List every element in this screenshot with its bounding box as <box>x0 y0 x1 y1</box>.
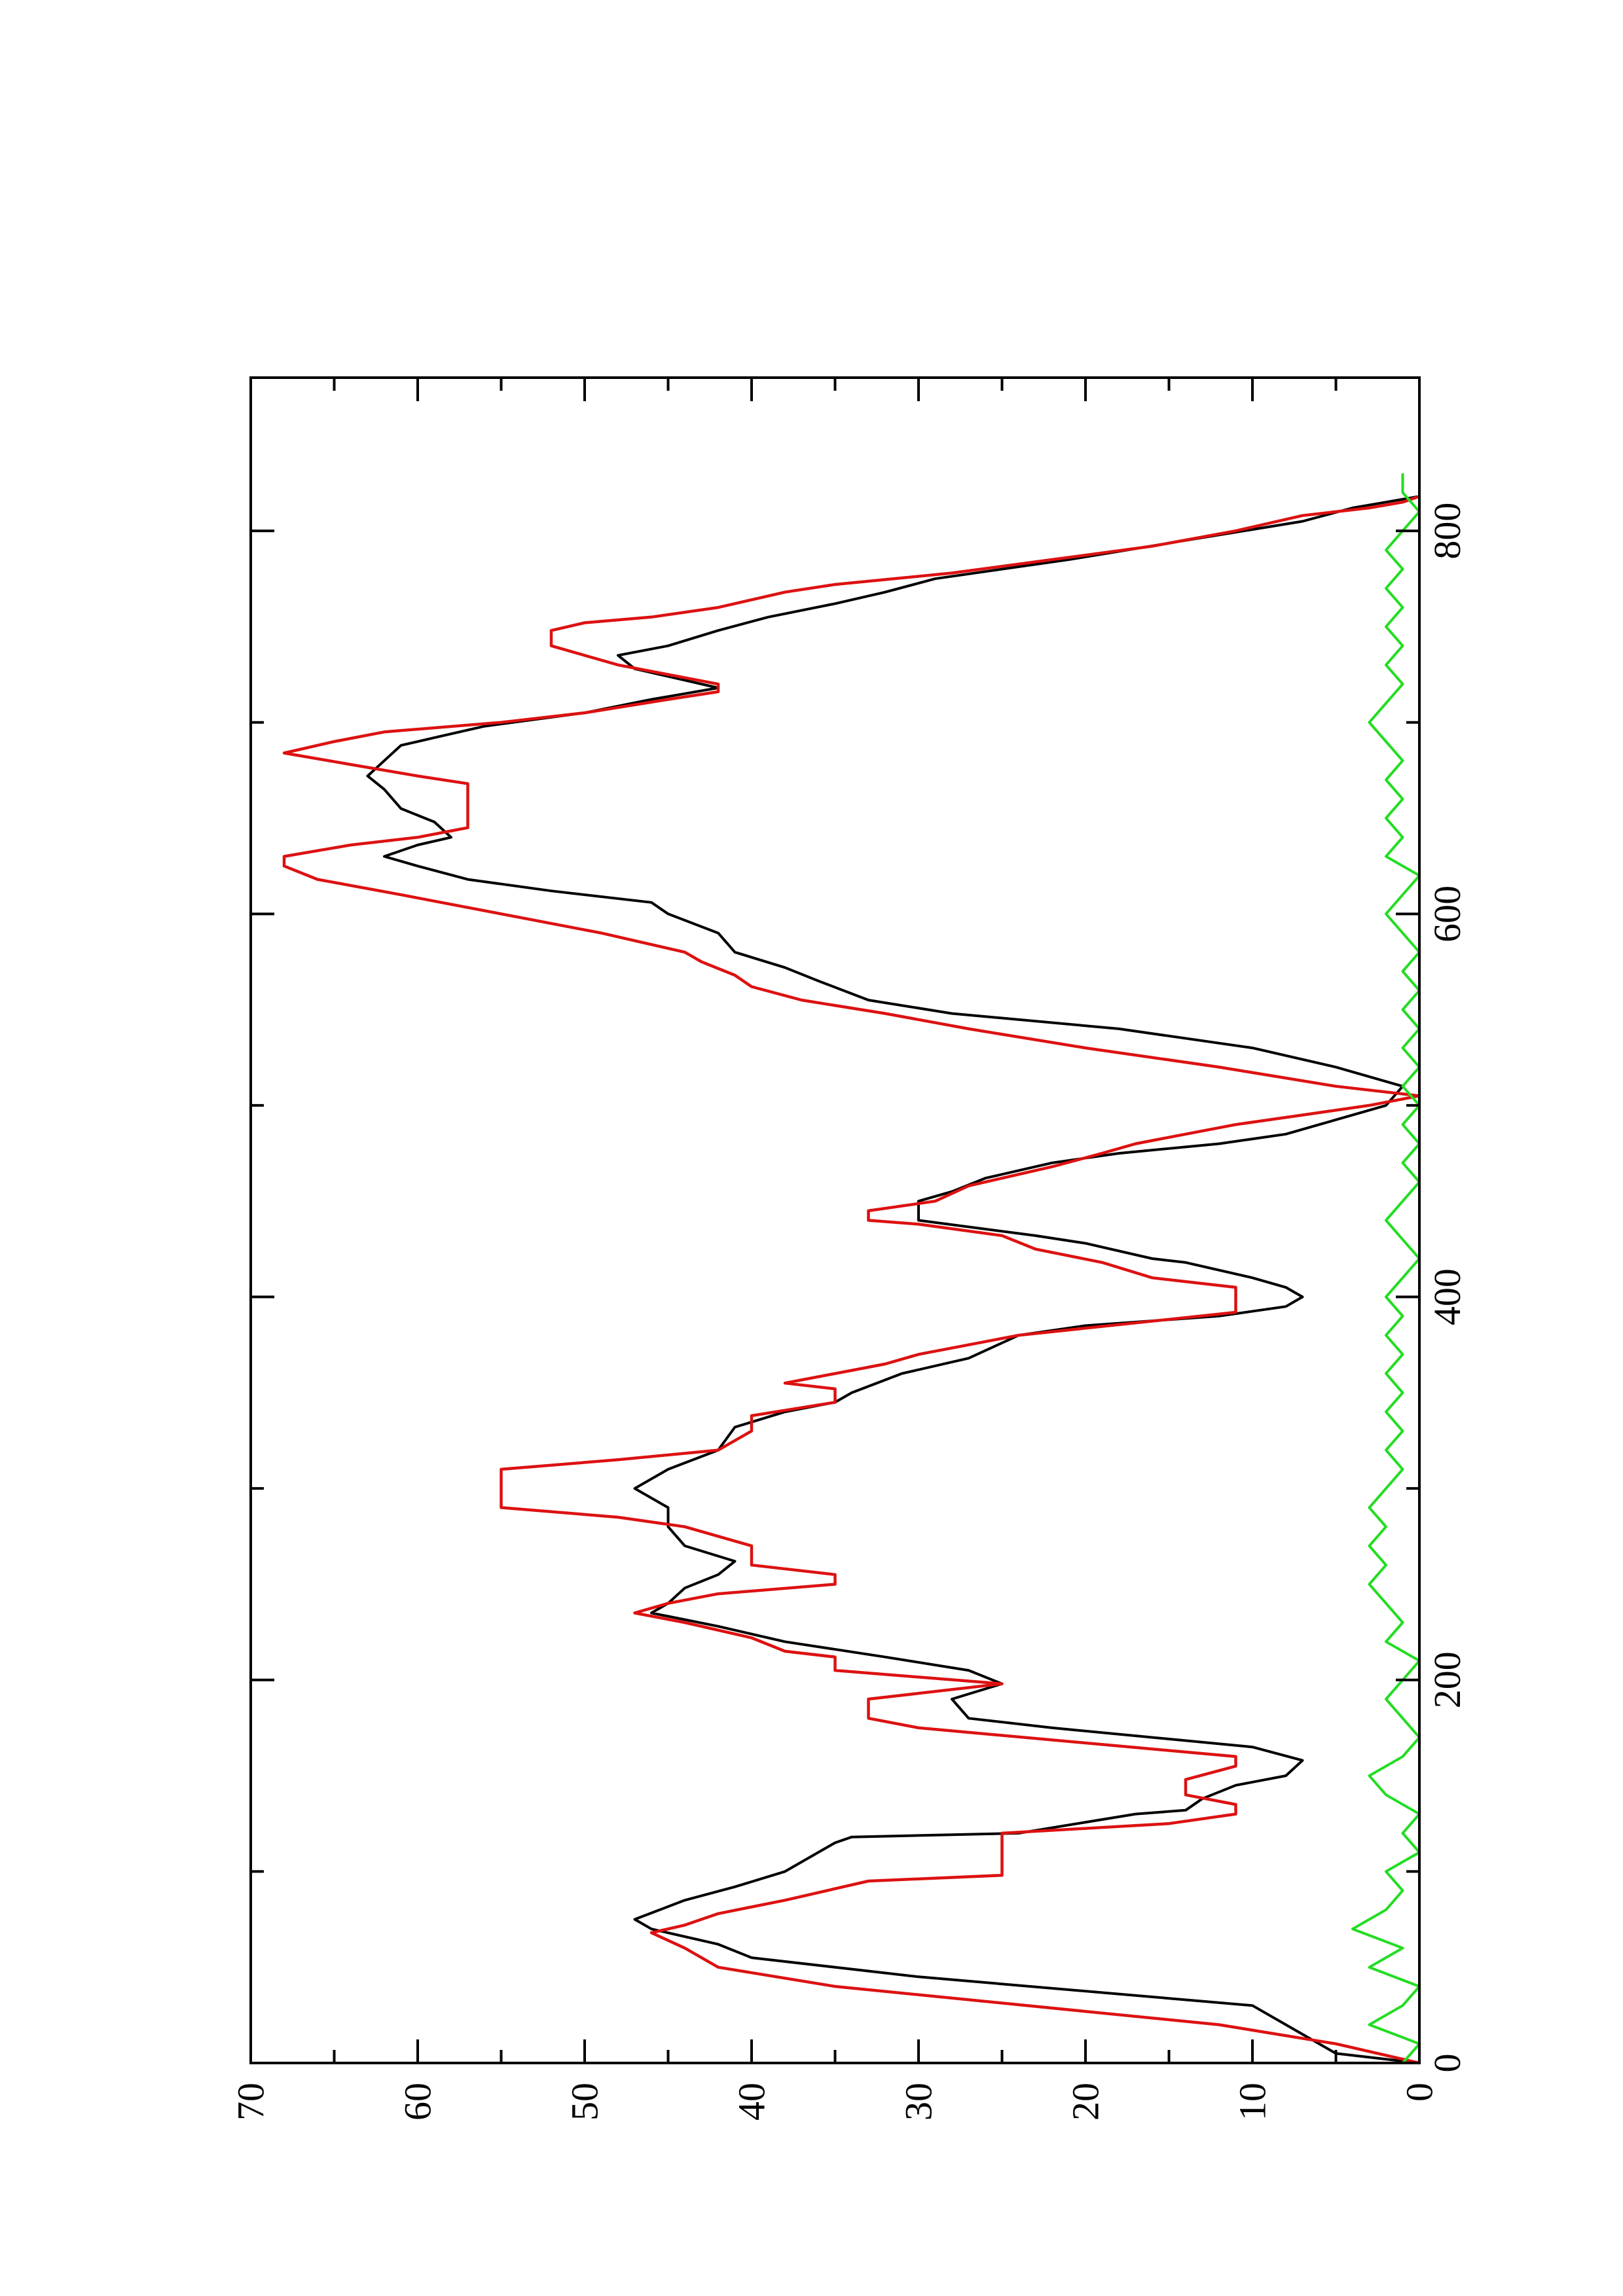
x-tick-label: 200 <box>1426 1651 1468 1708</box>
y-tick-label: 40 <box>731 2083 773 2121</box>
plot-frame <box>249 376 1421 2064</box>
x-tick-label: 600 <box>1426 886 1468 942</box>
y-tick-label: 20 <box>1065 2083 1107 2121</box>
y-tick-label: 10 <box>1231 2083 1274 2121</box>
x-tick-label: 800 <box>1426 503 1468 560</box>
x-tick-label: 0 <box>1426 2054 1468 2073</box>
x-tick-label: 400 <box>1426 1268 1468 1325</box>
y-tick-label: 0 <box>1398 2083 1441 2102</box>
series-line-3 <box>1351 473 1421 2064</box>
series-line-1 <box>366 495 1420 2064</box>
series-line-2 <box>282 495 1421 2065</box>
y-tick-label: 50 <box>564 2083 606 2121</box>
plot-area: 0 200 400 600 800 0 10 20 30 40 50 60 70 <box>230 376 1468 2121</box>
y-tick-label: 30 <box>898 2083 940 2121</box>
y-tick-label: 60 <box>397 2083 439 2121</box>
y-tick-label: 70 <box>230 2083 272 2121</box>
